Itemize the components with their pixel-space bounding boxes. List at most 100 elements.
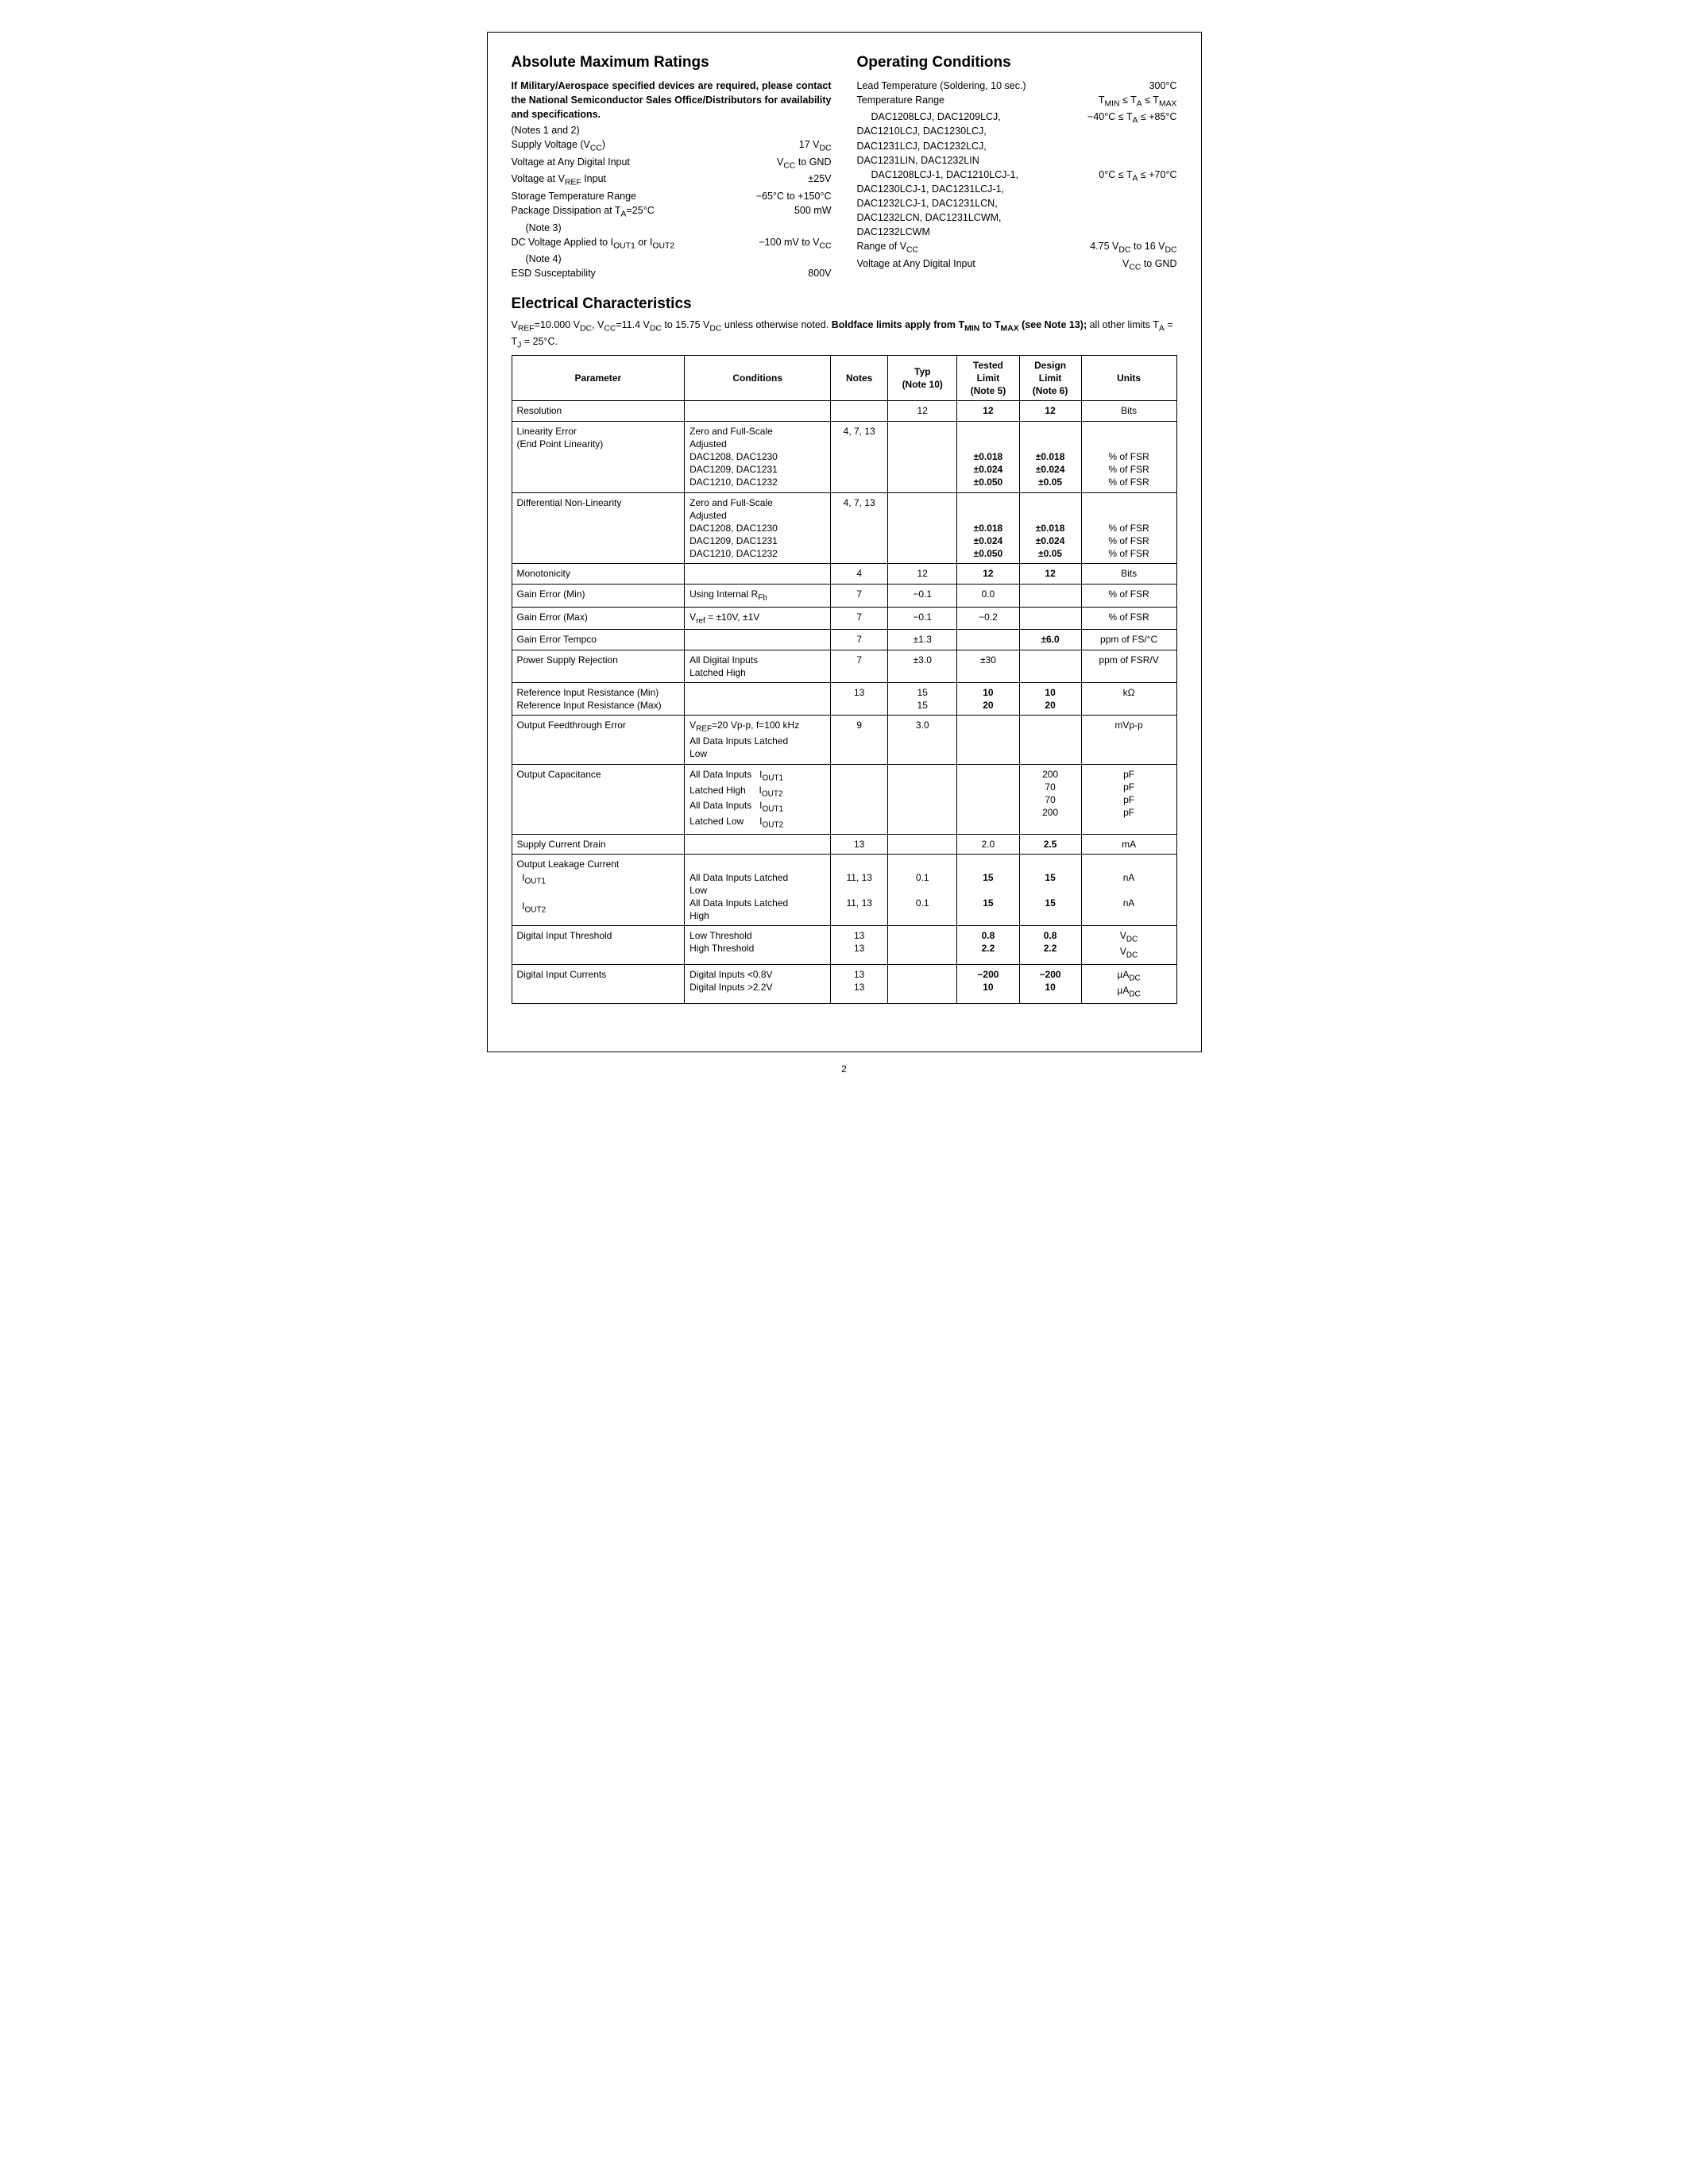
ec-cell <box>1019 650 1081 682</box>
spec-row: Supply Voltage (VCC)17 VDC <box>512 137 832 155</box>
ec-cell <box>685 401 831 421</box>
spec-row: Voltage at Any Digital InputVCC to GND <box>512 155 832 172</box>
ec-cell: Using Internal RFb <box>685 584 831 607</box>
datasheet-page: Absolute Maximum Ratings If Military/Aer… <box>487 32 1202 1052</box>
ec-cell: All Data Inputs LatchedLowAll Data Input… <box>685 855 831 926</box>
ec-body: Resolution121212BitsLinearity Error(End … <box>512 401 1176 1003</box>
ec-cell: Monotonicity <box>512 564 685 584</box>
ec-cell: mA <box>1081 835 1176 855</box>
ec-cell: 1020 <box>1019 682 1081 715</box>
ec-cell: Supply Current Drain <box>512 835 685 855</box>
spec-row: DAC1208LCJ, DAC1209LCJ,DAC1210LCJ, DAC12… <box>857 110 1177 168</box>
ec-cell: Digital Input Currents <box>512 965 685 1004</box>
ec-cell: % of FSR% of FSR% of FSR <box>1081 492 1176 564</box>
abs-max-rows: Supply Voltage (VCC)17 VDCVoltage at Any… <box>512 137 832 281</box>
ec-header-cell: Conditions <box>685 355 831 401</box>
ec-cell: All Digital InputsLatched High <box>685 650 831 682</box>
ec-cell: 11, 1311, 13 <box>831 855 888 926</box>
ec-cell: 7 <box>831 650 888 682</box>
ec-cell: 3.0 <box>888 716 957 764</box>
ec-cell: ppm of FSR/V <box>1081 650 1176 682</box>
ec-cell: 12 <box>888 564 957 584</box>
ec-cell: 12 <box>957 564 1019 584</box>
ec-cell: −0.1 <box>888 607 957 630</box>
ec-row: Gain Error (Min)Using Internal RFb7−0.10… <box>512 584 1176 607</box>
ec-cell <box>957 630 1019 650</box>
ec-cell: Output Leakage Current IOUT1 IOUT2 <box>512 855 685 926</box>
ec-cell <box>888 421 957 492</box>
ec-cell: ±0.018±0.024±0.05 <box>1019 421 1081 492</box>
ec-cell: Gain Error Tempco <box>512 630 685 650</box>
ec-cell: 4, 7, 13 <box>831 421 888 492</box>
ec-cell: Gain Error (Max) <box>512 607 685 630</box>
spec-row: Lead Temperature (Soldering, 10 sec.)300… <box>857 79 1177 93</box>
ec-cell <box>685 682 831 715</box>
ec-cell <box>888 492 957 564</box>
ec-cell: pFpFpFpF <box>1081 764 1176 835</box>
ec-cell: VREF=20 Vp-p, f=100 kHzAll Data Inputs L… <box>685 716 831 764</box>
ec-cell: −0.1 <box>888 584 957 607</box>
ec-cell: Low ThresholdHigh Threshold <box>685 926 831 965</box>
ec-cell: 12 <box>1019 564 1081 584</box>
ec-cell: 13 <box>831 835 888 855</box>
ec-cell <box>1019 716 1081 764</box>
ec-title: Electrical Characteristics <box>512 295 1177 313</box>
ec-cell <box>957 764 1019 835</box>
ec-cell: 0.82.2 <box>1019 926 1081 965</box>
abs-max-intro: If Military/Aerospace specified devices … <box>512 79 832 122</box>
spec-row: Package Dissipation at TA=25°C(Note 3)50… <box>512 203 832 235</box>
spec-row: DAC1208LCJ-1, DAC1210LCJ-1,DAC1230LCJ-1,… <box>857 168 1177 240</box>
ec-cell <box>1019 584 1081 607</box>
spec-row: Temperature RangeTMIN ≤ TA ≤ TMAX <box>857 93 1177 110</box>
ec-cell: Differential Non-Linearity <box>512 492 685 564</box>
ec-cell: 13 <box>831 682 888 715</box>
ec-cell: 4, 7, 13 <box>831 492 888 564</box>
ec-row: Resolution121212Bits <box>512 401 1176 421</box>
ec-row: Output CapacitanceAll Data Inputs IOUT1L… <box>512 764 1176 835</box>
ec-row: Supply Current Drain132.02.5mA <box>512 835 1176 855</box>
page-number: 2 <box>32 1063 1656 1075</box>
ec-cell: % of FSR <box>1081 584 1176 607</box>
spec-row: Voltage at Any Digital InputVCC to GND <box>857 257 1177 274</box>
ec-cell: ±6.0 <box>1019 630 1081 650</box>
ec-row: Power Supply RejectionAll Digital Inputs… <box>512 650 1176 682</box>
ec-header-cell: Typ(Note 10) <box>888 355 957 401</box>
abs-max-intro-note: (Notes 1 and 2) <box>512 123 832 137</box>
ec-row: Monotonicity4121212Bits <box>512 564 1176 584</box>
ec-cell: Bits <box>1081 564 1176 584</box>
ec-cell: Zero and Full-ScaleAdjustedDAC1208, DAC1… <box>685 492 831 564</box>
ec-header-cell: TestedLimit(Note 5) <box>957 355 1019 401</box>
top-columns: Absolute Maximum Ratings If Military/Aer… <box>512 52 1177 281</box>
spec-row: Voltage at VREF Input±25V <box>512 172 832 189</box>
ec-cell: 0.0 <box>957 584 1019 607</box>
abs-max-title: Absolute Maximum Ratings <box>512 52 832 74</box>
ec-cell: 0.10.1 <box>888 855 957 926</box>
ec-cell <box>888 835 957 855</box>
ec-cell <box>831 764 888 835</box>
ec-cell: 0.82.2 <box>957 926 1019 965</box>
ec-cell: 1515 <box>957 855 1019 926</box>
ec-cell: % of FSR% of FSR% of FSR <box>1081 421 1176 492</box>
ec-cell: 2.0 <box>957 835 1019 855</box>
op-cond-rows: Lead Temperature (Soldering, 10 sec.)300… <box>857 79 1177 274</box>
ec-table: ParameterConditionsNotesTyp(Note 10)Test… <box>512 355 1177 1004</box>
ec-cell: −20010 <box>1019 965 1081 1004</box>
spec-row: Range of VCC4.75 VDC to 16 VDC <box>857 239 1177 257</box>
ec-cell <box>685 564 831 584</box>
spec-row: DC Voltage Applied to IOUT1 or IOUT2(Not… <box>512 235 832 267</box>
ec-cell: 12 <box>888 401 957 421</box>
ec-cell: 4 <box>831 564 888 584</box>
ec-cell: ppm of FS/°C <box>1081 630 1176 650</box>
ec-cell: 1020 <box>957 682 1019 715</box>
ec-cell: −20010 <box>957 965 1019 1004</box>
ec-row: Gain Error (Max)Vref = ±10V, ±1V7−0.1−0.… <box>512 607 1176 630</box>
ec-cell: 12 <box>957 401 1019 421</box>
ec-cell: nAnA <box>1081 855 1176 926</box>
ec-cell <box>1019 607 1081 630</box>
ec-row: Gain Error Tempco7±1.3±6.0ppm of FS/°C <box>512 630 1176 650</box>
ec-cell: VDCVDC <box>1081 926 1176 965</box>
ec-cell <box>888 965 957 1004</box>
operating-conditions: Operating Conditions Lead Temperature (S… <box>857 52 1177 281</box>
ec-cell <box>888 764 957 835</box>
ec-cell: 7 <box>831 584 888 607</box>
